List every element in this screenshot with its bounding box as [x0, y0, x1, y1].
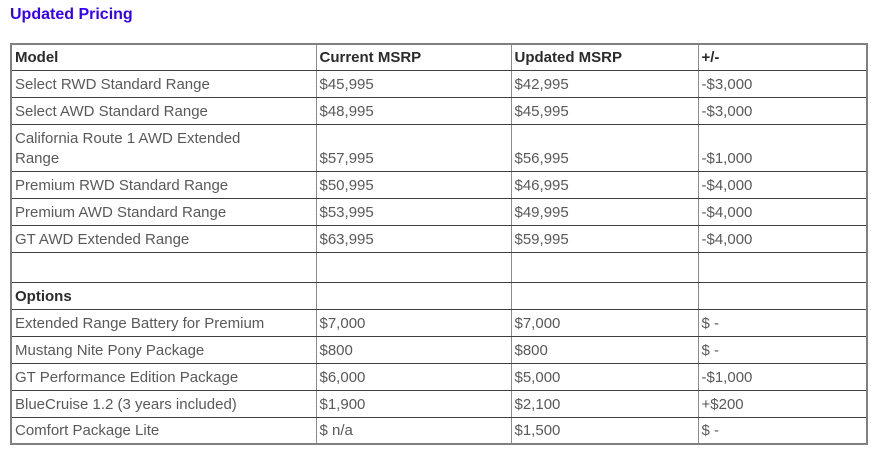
model-cell: BlueCruise 1.2 (3 years included) — [10, 389, 317, 418]
current-msrp-cell: $45,995 — [315, 69, 512, 98]
updated-msrp-cell: $5,000 — [510, 362, 699, 391]
updated-msrp-cell: $49,995 — [510, 197, 699, 226]
updated-msrp-cell: $46,995 — [510, 170, 699, 199]
col-header-change: +/- — [697, 43, 868, 71]
change-cell: -$4,000 — [697, 224, 868, 253]
vehicle-row: Select RWD Standard Range $45,995 $42,99… — [10, 69, 868, 98]
updated-msrp-cell: $56,995 — [510, 123, 699, 172]
header-row: Model Current MSRP Updated MSRP +/- — [10, 43, 868, 71]
model-cell: Select AWD Standard Range — [10, 96, 317, 125]
empty-cell — [315, 251, 512, 283]
change-cell: -$4,000 — [697, 197, 868, 226]
empty-cell — [10, 251, 317, 283]
current-msrp-cell: $48,995 — [315, 96, 512, 125]
spacer-row — [10, 251, 868, 283]
current-msrp-cell: $50,995 — [315, 170, 512, 199]
change-cell: -$1,000 — [697, 123, 868, 172]
empty-cell — [510, 281, 699, 310]
current-msrp-cell: $800 — [315, 335, 512, 364]
options-section-row: Options — [10, 281, 868, 310]
col-header-updated-msrp: Updated MSRP — [510, 43, 699, 71]
vehicle-row: Premium RWD Standard Range $50,995 $46,9… — [10, 170, 868, 199]
model-cell: Comfort Package Lite — [10, 416, 317, 445]
option-row: GT Performance Edition Package $6,000 $5… — [10, 362, 868, 391]
option-row: Mustang Nite Pony Package $800 $800 $ - — [10, 335, 868, 364]
empty-cell — [697, 251, 868, 283]
vehicle-row: Premium AWD Standard Range $53,995 $49,9… — [10, 197, 868, 226]
change-cell: $ - — [697, 335, 868, 364]
option-row: BlueCruise 1.2 (3 years included) $1,900… — [10, 389, 868, 418]
change-cell: -$3,000 — [697, 69, 868, 98]
current-msrp-cell: $7,000 — [315, 308, 512, 337]
model-cell: Premium AWD Standard Range — [10, 197, 317, 226]
options-section-label: Options — [10, 281, 317, 310]
current-msrp-cell: $53,995 — [315, 197, 512, 226]
empty-cell — [697, 281, 868, 310]
option-row: Comfort Package Lite $ n/a $1,500 $ - — [10, 416, 868, 445]
updated-msrp-cell: $2,100 — [510, 389, 699, 418]
col-header-current-msrp: Current MSRP — [315, 43, 512, 71]
page-title: Updated Pricing — [10, 6, 133, 23]
change-cell: -$3,000 — [697, 96, 868, 125]
change-cell: -$4,000 — [697, 170, 868, 199]
empty-cell — [510, 251, 699, 283]
updated-msrp-cell: $1,500 — [510, 416, 699, 445]
change-cell: $ - — [697, 416, 868, 445]
updated-msrp-cell: $59,995 — [510, 224, 699, 253]
change-cell: $ - — [697, 308, 868, 337]
current-msrp-cell: $ n/a — [315, 416, 512, 445]
current-msrp-cell: $63,995 — [315, 224, 512, 253]
change-cell: -$1,000 — [697, 362, 868, 391]
vehicle-row: GT AWD Extended Range $63,995 $59,995 -$… — [10, 224, 868, 253]
model-cell: GT AWD Extended Range — [10, 224, 317, 253]
empty-cell — [315, 281, 512, 310]
model-cell: Mustang Nite Pony Package — [10, 335, 317, 364]
updated-msrp-cell: $45,995 — [510, 96, 699, 125]
model-cell: California Route 1 AWD Extended Range — [10, 123, 317, 172]
model-cell: Select RWD Standard Range — [10, 69, 317, 98]
current-msrp-cell: $1,900 — [315, 389, 512, 418]
updated-msrp-cell: $42,995 — [510, 69, 699, 98]
pricing-table: Model Current MSRP Updated MSRP +/- Sele… — [10, 43, 868, 445]
change-cell: +$200 — [697, 389, 868, 418]
model-cell: Extended Range Battery for Premium — [10, 308, 317, 337]
current-msrp-cell: $57,995 — [315, 123, 512, 172]
model-cell: GT Performance Edition Package — [10, 362, 317, 391]
vehicle-row: California Route 1 AWD Extended Range $5… — [10, 123, 868, 172]
updated-msrp-cell: $7,000 — [510, 308, 699, 337]
vehicle-row: Select AWD Standard Range $48,995 $45,99… — [10, 96, 868, 125]
col-header-model: Model — [10, 43, 317, 71]
updated-msrp-cell: $800 — [510, 335, 699, 364]
current-msrp-cell: $6,000 — [315, 362, 512, 391]
model-cell: Premium RWD Standard Range — [10, 170, 317, 199]
option-row: Extended Range Battery for Premium $7,00… — [10, 308, 868, 337]
